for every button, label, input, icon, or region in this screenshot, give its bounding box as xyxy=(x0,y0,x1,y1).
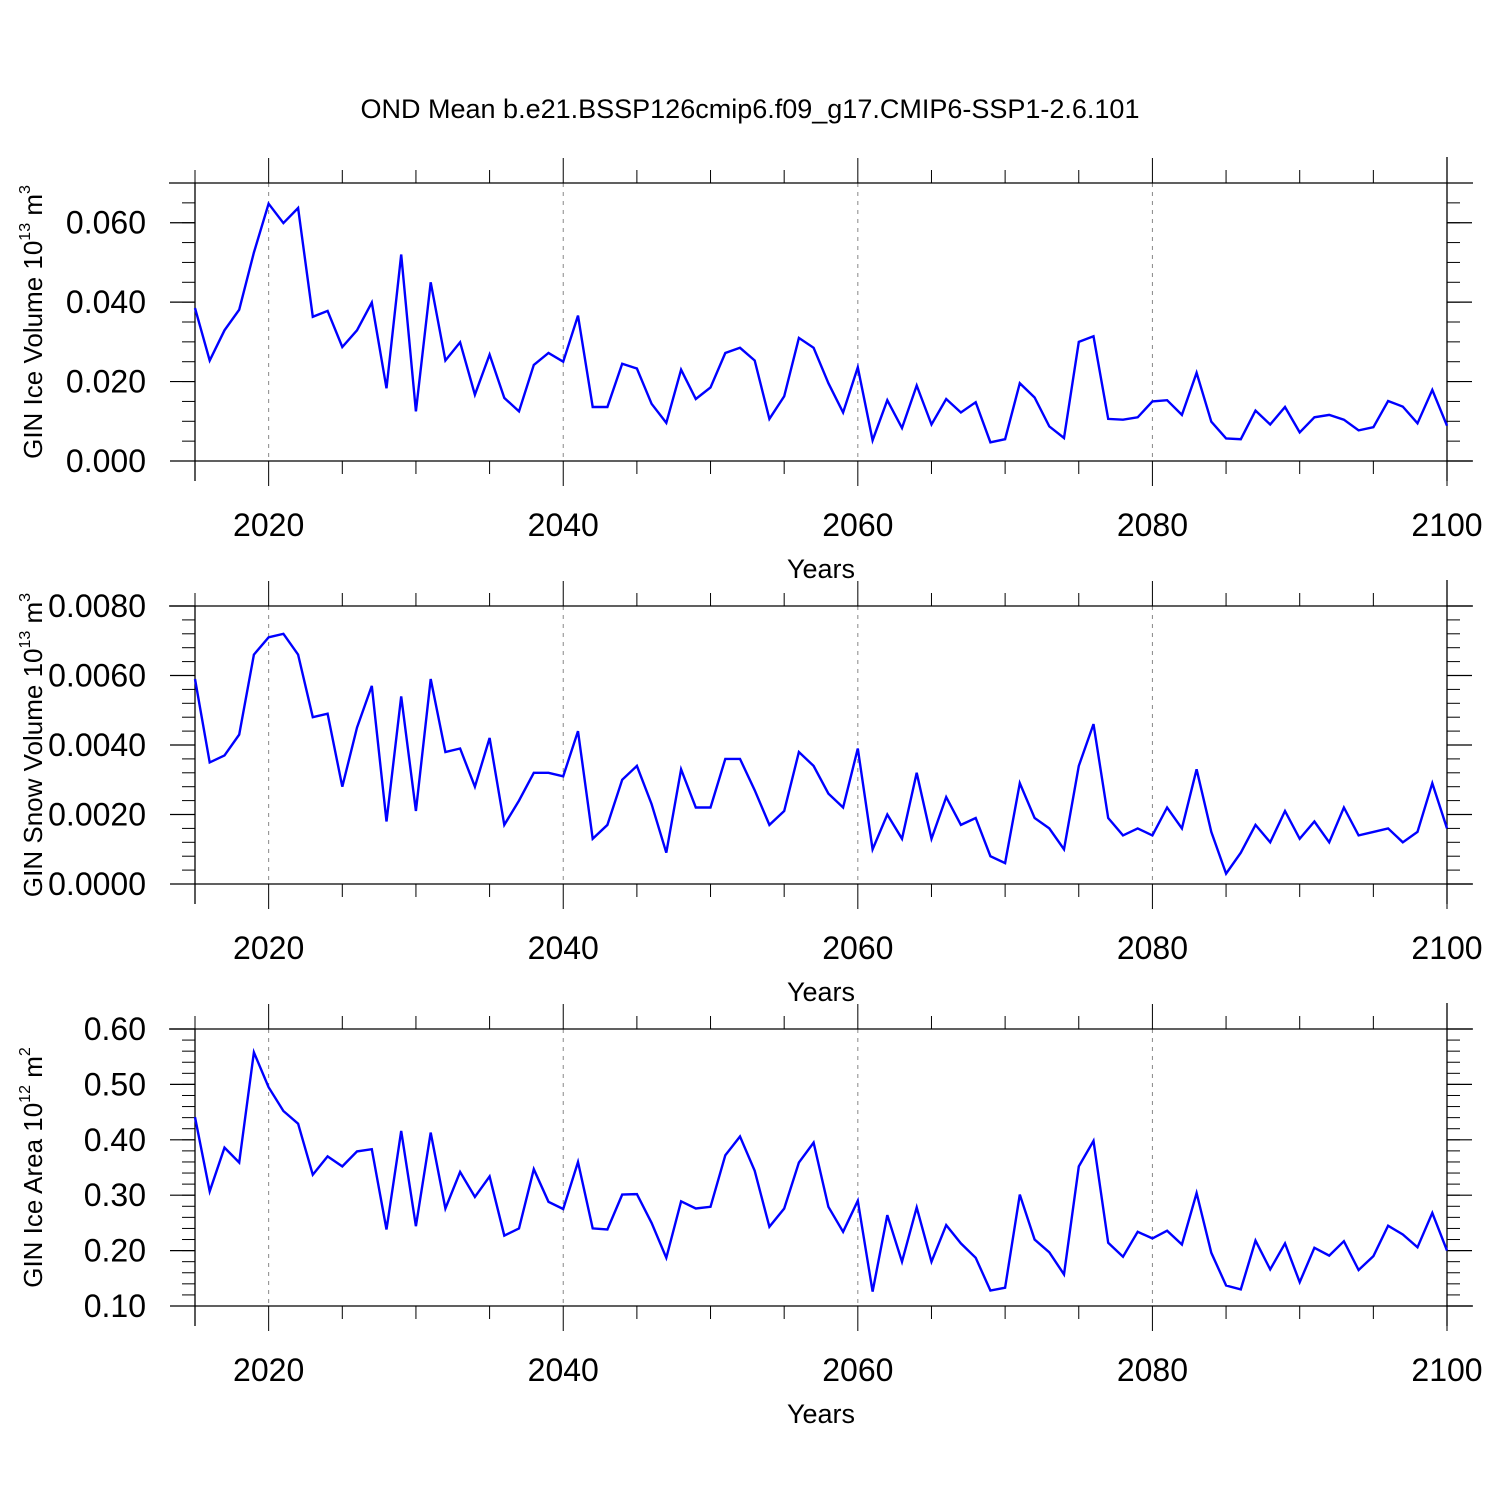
x-tick-label: 2020 xyxy=(233,930,304,966)
series-line xyxy=(193,201,1449,445)
y-tick-label: 0.50 xyxy=(84,1066,146,1102)
x-tick-label: 2060 xyxy=(822,1352,893,1388)
x-tick-label: 2020 xyxy=(233,1352,304,1388)
y-tick-label: 0.040 xyxy=(66,284,146,320)
x-axis-title: Years xyxy=(787,977,855,1007)
x-tick-label: 2080 xyxy=(1117,930,1188,966)
x-axis-title: Years xyxy=(787,554,855,584)
y-axis-title: GIN Ice Area 1012 m2 xyxy=(17,1047,48,1288)
y-tick-label: 0.40 xyxy=(84,1122,146,1158)
x-tick-label: 2080 xyxy=(1117,507,1188,543)
panel-2: 0.0000 0.0020 0.0040 0.0060 0.0080 2020 2040 20… xyxy=(17,580,1483,1007)
y-tick-label: 0.0040 xyxy=(48,727,146,763)
y-tick-label: 0.0000 xyxy=(48,866,146,902)
x-tick-label: 2100 xyxy=(1411,930,1482,966)
y-tick-label: 0.10 xyxy=(84,1288,146,1324)
x-axis-title: Years xyxy=(787,1399,855,1429)
y-tick-label: 0.060 xyxy=(66,205,146,241)
panel-1: 0.000 0.020 0.040 0.060 2020 2040 2060 2080 2100… xyxy=(17,157,1483,584)
chart-title: OND Mean b.e21.BSSP126cmip6.f09_g17.CMIP… xyxy=(361,94,1140,124)
y-tick-label: 0.20 xyxy=(84,1233,146,1269)
series-line xyxy=(193,632,1449,877)
y-tick-label: 0.000 xyxy=(66,443,146,479)
x-tick-label: 2040 xyxy=(528,507,599,543)
x-tick-label: 2060 xyxy=(822,507,893,543)
panel-3: 0.10 0.20 0.30 0.40 0.50 0.60 2020 2040 2060 2080… xyxy=(17,1003,1483,1429)
x-tick-label: 2100 xyxy=(1411,1352,1482,1388)
series-line xyxy=(193,1047,1449,1292)
y-tick-label: 0.0060 xyxy=(48,658,146,694)
x-tick-label: 2080 xyxy=(1117,1352,1188,1388)
y-axis-title: GIN Snow Volume 1013 m3 xyxy=(17,593,48,897)
x-tick-label: 2040 xyxy=(528,930,599,966)
y-tick-label: 0.30 xyxy=(84,1177,146,1213)
y-tick-label: 0.0020 xyxy=(48,797,146,833)
y-axis-title: GIN Ice Volume 1013 m3 xyxy=(17,185,48,459)
y-tick-label: 0.60 xyxy=(84,1011,146,1047)
x-tick-label: 2100 xyxy=(1411,507,1482,543)
y-tick-label: 0.0080 xyxy=(48,588,146,624)
x-tick-label: 2060 xyxy=(822,930,893,966)
x-tick-label: 2040 xyxy=(528,1352,599,1388)
y-tick-label: 0.020 xyxy=(66,364,146,400)
x-tick-label: 2020 xyxy=(233,507,304,543)
